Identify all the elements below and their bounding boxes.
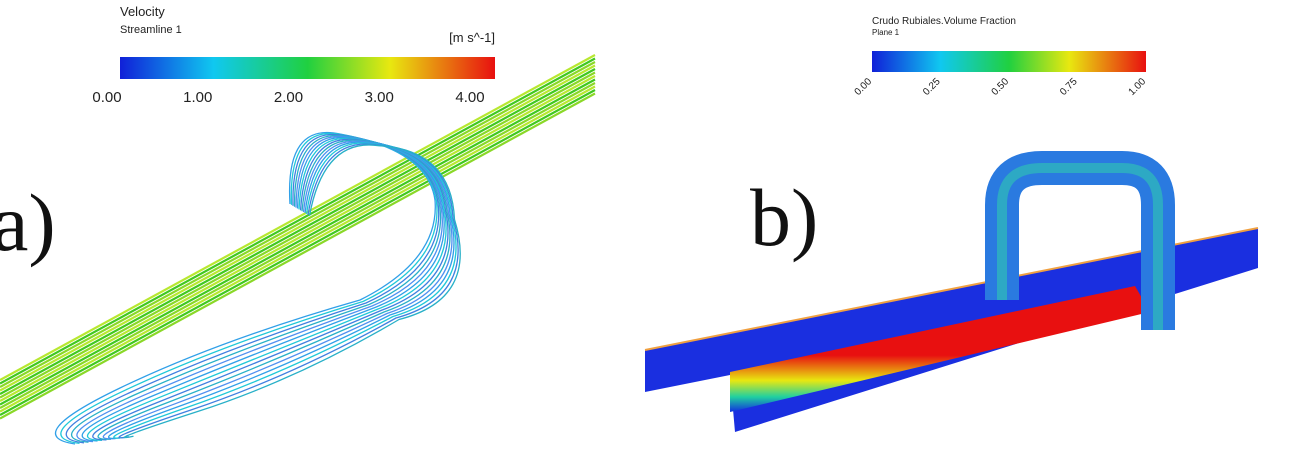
streamline [0, 85, 596, 413]
panel-a: Velocity Streamline 1 [m s^-1] a) 0.00 1.… [0, 4, 596, 445]
pipe-streamlines [0, 54, 596, 420]
tick-label: 0.00 [853, 76, 875, 98]
legend-subtitle: Streamline 1 [120, 24, 182, 36]
tick-label: 2.00 [274, 89, 303, 106]
fraction-stripe [730, 286, 1150, 412]
tick-label: 1.00 [1127, 76, 1149, 98]
streamline [0, 64, 596, 392]
tick-label: 0.50 [990, 76, 1012, 98]
streamline [0, 89, 596, 416]
streamline [113, 142, 457, 439]
panel-label: b) [750, 172, 818, 263]
tick-label: 0.00 [92, 89, 121, 106]
streamline [0, 57, 596, 385]
streamline [0, 92, 596, 420]
streamline [0, 78, 596, 406]
streamline [0, 82, 596, 409]
streamline [0, 75, 596, 402]
colorbar [120, 57, 495, 79]
panel-label: a) [0, 177, 56, 268]
legend-title: Crudo Rubiales.Volume Fraction [872, 16, 1016, 27]
tick-label: 3.00 [365, 89, 394, 106]
tick-label: 4.00 [455, 89, 484, 106]
streamline [0, 61, 596, 388]
streamline [107, 141, 455, 440]
legend-subtitle: Plane 1 [872, 28, 900, 37]
colorbar [872, 51, 1146, 72]
legend-title: Velocity [120, 4, 165, 19]
tick-label: 0.25 [921, 76, 943, 98]
loop-highlight [997, 163, 1163, 330]
streamline [0, 68, 596, 395]
streamline [0, 71, 596, 399]
streamline [0, 54, 596, 381]
tick-label: 1.00 [183, 89, 212, 106]
tick-label: 0.75 [1058, 76, 1080, 98]
streamline [81, 136, 445, 442]
legend-unit: [m s^-1] [449, 30, 495, 45]
streamline [118, 143, 459, 439]
loop-streamlines [54, 131, 461, 445]
panel-b: Crudo Rubiales.Volume Fraction Plane 1 b… [644, 16, 1259, 432]
streamline [123, 144, 461, 439]
